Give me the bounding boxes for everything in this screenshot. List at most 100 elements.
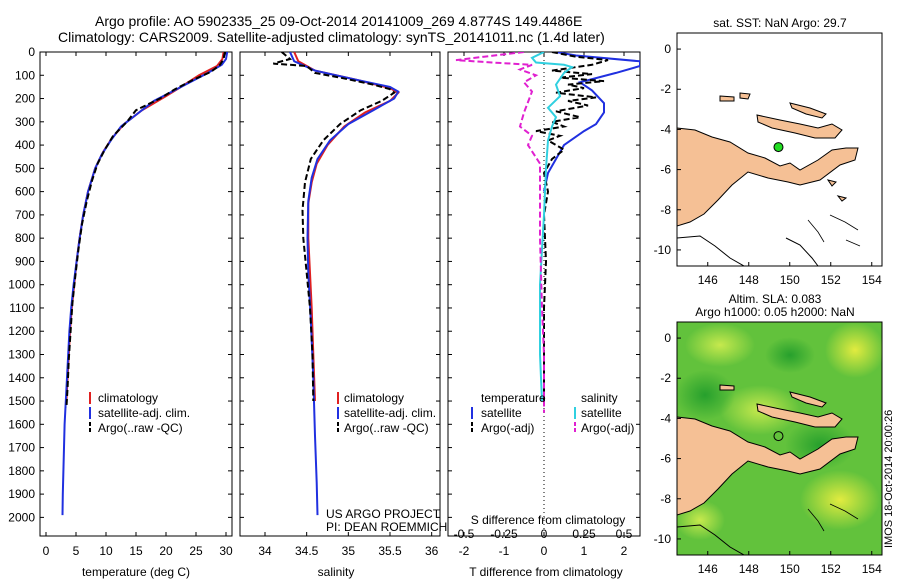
temperature-legend: climatology satellite-adj. clim. Argo(..… bbox=[89, 391, 190, 435]
x-tick-label: 30 bbox=[219, 544, 233, 558]
credit-line-1: US ARGO PROJECT bbox=[326, 507, 441, 521]
sst-map-coastlines bbox=[677, 92, 861, 266]
north-coast-islets bbox=[739, 92, 751, 100]
series-line-s-satellite bbox=[530, 52, 575, 402]
depth-tick-label: 700 bbox=[15, 208, 35, 222]
s-difference-axis-label: S difference from climatology bbox=[471, 513, 626, 527]
lat-tick-label: -8 bbox=[660, 203, 671, 217]
x-tick-label: 35 bbox=[342, 544, 356, 558]
depth-tick-label: 600 bbox=[15, 185, 35, 199]
temperature-series bbox=[61, 52, 229, 516]
lon-tick-label: 146 bbox=[698, 273, 718, 287]
cape-york bbox=[785, 237, 819, 266]
float-marker bbox=[773, 142, 784, 153]
x-tick-label: 36 bbox=[425, 544, 439, 558]
legend-label-s-satellite: satellite bbox=[581, 406, 622, 420]
depth-tick-label: 800 bbox=[15, 231, 35, 245]
legend-label-satellite: satellite-adj. clim. bbox=[344, 406, 436, 420]
legend-label-s-argo: Argo(-adj) bbox=[581, 421, 634, 435]
lat-tick-label: -10 bbox=[654, 532, 672, 546]
temperature-x-axis: 0 5 10 15 20 25 30 bbox=[43, 52, 233, 558]
difference-depth-ticks bbox=[448, 51, 640, 518]
depth-tick-label: 1100 bbox=[9, 301, 35, 315]
legend-title-temperature: temperature bbox=[481, 391, 546, 405]
lon-tick-label: 150 bbox=[780, 562, 800, 576]
new-britain-island bbox=[756, 114, 843, 139]
header-line-2: Climatology: CARS2009. Satellite-adjuste… bbox=[58, 29, 605, 45]
temperature-panel: 0100200300400500600700800900100011001200… bbox=[8, 45, 233, 579]
s-diff-tick-label: -0.5 bbox=[454, 527, 475, 541]
sla-anomaly-high bbox=[800, 470, 880, 530]
s-diff-tick-label: -0.25 bbox=[490, 527, 518, 541]
x-tick-label: 2 bbox=[621, 544, 628, 558]
series-line-climatology bbox=[65, 52, 225, 402]
depth-tick-label: 1800 bbox=[8, 464, 35, 478]
x-tick-label: 25 bbox=[189, 544, 203, 558]
sst-map-title: sat. SST: NaN Argo: 29.7 bbox=[713, 16, 847, 30]
temperature-axes-frame bbox=[39, 51, 233, 537]
legend-label-climatology: climatology bbox=[344, 391, 404, 405]
depth-tick-label: 1500 bbox=[8, 394, 35, 408]
depth-tick-label: 1600 bbox=[8, 417, 35, 431]
lon-tick-label: 154 bbox=[862, 273, 882, 287]
sla-anomaly-low bbox=[677, 370, 735, 420]
series-line-t-argo-adj- bbox=[535, 52, 609, 406]
sst-map-panel: sat. SST: NaN Argo: 29.7 146 148 150 152 154… bbox=[654, 16, 883, 287]
float-position-marker bbox=[773, 142, 784, 153]
sst-map-ticks: 146 148 150 152 154 0 -2 -4 -6 -8 -10 bbox=[654, 42, 882, 287]
salinity-axis-label: salinity bbox=[318, 565, 355, 579]
temperature-axis-label: temperature (deg C) bbox=[82, 565, 190, 579]
lat-tick-label: -8 bbox=[660, 492, 671, 506]
legend-label-t-argo: Argo(-adj) bbox=[481, 421, 534, 435]
new-ireland-island bbox=[789, 391, 827, 408]
reef-contours bbox=[807, 214, 861, 247]
depth-tick-label: 1300 bbox=[8, 348, 35, 362]
depth-tick-label: 500 bbox=[15, 161, 35, 175]
s-diff-tick-label: 0 bbox=[541, 527, 548, 541]
depth-tick-label: 200 bbox=[15, 92, 35, 106]
sla-map-ticks: 146 148 150 152 154 0 -2 -4 -6 -8 -10 bbox=[654, 331, 882, 576]
x-tick-label: 0 bbox=[43, 544, 50, 558]
depth-tick-label: 300 bbox=[15, 115, 35, 129]
depth-tick-label: 400 bbox=[15, 138, 35, 152]
salinity-x-axis: 34 34.5 35 35.5 36 bbox=[258, 52, 439, 558]
lat-tick-label: 0 bbox=[664, 42, 671, 56]
series-line-t-satellite bbox=[543, 52, 640, 192]
sla-map-subtitle: Argo h1000: 0.05 h2000: NaN bbox=[695, 305, 854, 319]
difference-panel: -2 -1 0 1 2 T difference from climatology S … bbox=[447, 51, 641, 579]
salinity-depth-ticks bbox=[240, 51, 440, 518]
lon-tick-label: 152 bbox=[821, 562, 841, 576]
legend-label-argo: Argo(..raw -QC) bbox=[344, 421, 429, 435]
reef-contours bbox=[807, 503, 859, 532]
x-tick-label: 1 bbox=[581, 544, 588, 558]
series-line-argo-raw-qc- bbox=[273, 52, 396, 402]
lat-tick-label: -6 bbox=[660, 452, 671, 466]
lon-tick-label: 146 bbox=[698, 562, 718, 576]
depth-tick-label: 900 bbox=[15, 254, 35, 268]
lon-tick-label: 150 bbox=[780, 273, 800, 287]
x-tick-label: 20 bbox=[159, 544, 173, 558]
x-tick-label: 10 bbox=[99, 544, 113, 558]
trobriand-islands bbox=[826, 179, 848, 202]
lat-tick-label: -10 bbox=[654, 243, 672, 257]
depth-axis: 0 100 200 300 400 500 600 700 800 900 1000 1100 1200… bbox=[8, 45, 232, 524]
northern-australia bbox=[677, 524, 746, 555]
sla-anomaly-high bbox=[825, 322, 882, 378]
s-difference-tick-labels: -0.5 -0.25 0 0.25 0.5 bbox=[454, 527, 633, 541]
x-tick-label: 0 bbox=[541, 544, 548, 558]
northern-australia bbox=[677, 235, 746, 266]
lat-tick-label: -2 bbox=[660, 82, 671, 96]
lat-tick-label: -2 bbox=[660, 371, 671, 385]
salinity-panel: 34 34.5 35 35.5 36 salinity climatology sate… bbox=[239, 51, 447, 579]
new-britain-island bbox=[756, 403, 843, 428]
manus-island bbox=[719, 95, 735, 102]
salinity-legend: climatology satellite-adj. clim. Argo(..… bbox=[337, 391, 436, 435]
difference-axis-label: T difference from climatology bbox=[469, 565, 623, 579]
credit-line-2: PI: DEAN ROEMMICH bbox=[326, 520, 447, 534]
new-ireland-island bbox=[789, 102, 827, 119]
depth-tick-label: 1400 bbox=[8, 371, 35, 385]
lon-tick-label: 152 bbox=[821, 273, 841, 287]
legend-title-salinity: salinity bbox=[581, 391, 618, 405]
x-tick-label: 34.5 bbox=[295, 544, 319, 558]
